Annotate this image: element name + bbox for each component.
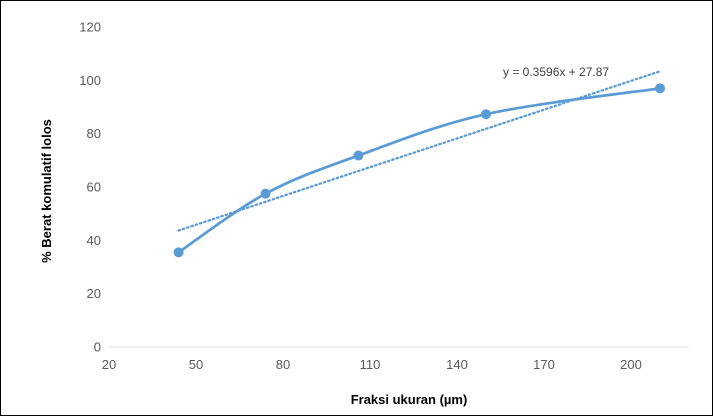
x-axis-title: Fraksi ukuran (µm) bbox=[351, 392, 468, 407]
data-point bbox=[655, 83, 665, 94]
y-tick-label: 120 bbox=[79, 20, 101, 35]
x-tick-label: 110 bbox=[360, 357, 381, 372]
y-tick-label: 40 bbox=[87, 233, 101, 248]
trendline-group bbox=[177, 70, 662, 232]
trendline-equation: y = 0.3596x + 27.87 bbox=[503, 65, 609, 79]
y-tick-label: 60 bbox=[87, 180, 101, 195]
x-tick-label: 20 bbox=[102, 357, 116, 372]
x-tick-label: 200 bbox=[620, 357, 642, 372]
series-group bbox=[177, 86, 662, 254]
data-point bbox=[481, 109, 491, 120]
data-points bbox=[173, 83, 665, 258]
series-line bbox=[177, 86, 662, 254]
y-tick-labels: 0 20 40 60 80 100 120 bbox=[79, 20, 101, 355]
data-point bbox=[353, 150, 364, 161]
y-axis-title: % Berat komulatif lolos bbox=[39, 119, 54, 263]
trendline bbox=[177, 70, 662, 232]
y-tick-label: 20 bbox=[87, 286, 101, 301]
x-tick-label: 80 bbox=[276, 357, 290, 372]
y-tick-label: 0 bbox=[94, 340, 101, 355]
y-tick-label: 100 bbox=[79, 73, 101, 88]
x-tick-label: 140 bbox=[446, 357, 468, 372]
y-tick-label: 80 bbox=[87, 126, 101, 141]
data-point bbox=[260, 188, 271, 199]
data-point bbox=[173, 247, 184, 258]
x-tick-label: 50 bbox=[189, 357, 203, 372]
x-tick-label: 170 bbox=[533, 357, 555, 372]
x-tick-labels: 20 50 80 110 140 170 200 bbox=[102, 357, 642, 372]
